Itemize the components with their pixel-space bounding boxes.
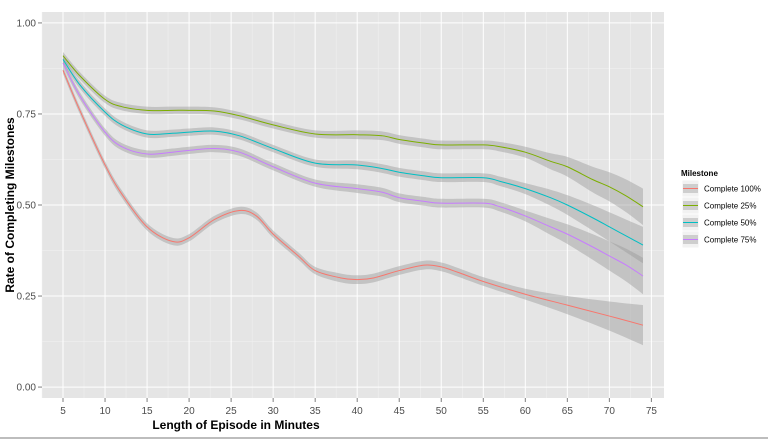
series-line-3 bbox=[62, 59, 644, 246]
legend: Milestone Complete 100%Complete 25%Compl… bbox=[681, 169, 761, 249]
x-tick-label: 65 bbox=[562, 406, 574, 417]
y-tick-label: 0.50 bbox=[17, 201, 37, 212]
x-tick-label: 75 bbox=[646, 406, 658, 417]
confidence-bands bbox=[63, 52, 643, 346]
x-tick-label: 45 bbox=[394, 406, 406, 417]
x-tick-label: 50 bbox=[436, 406, 448, 417]
series-line-2 bbox=[62, 55, 644, 208]
series-lines bbox=[62, 55, 644, 326]
axes: 5 10 15 20 25 30 35 40 45 50 55 60 65 70 75 0.00 0.25 0.5… bbox=[17, 18, 658, 417]
x-tick-label: 25 bbox=[226, 406, 238, 417]
series-line-1 bbox=[62, 70, 644, 326]
series-line-4 bbox=[62, 62, 644, 277]
x-tick-label: 20 bbox=[184, 406, 196, 417]
x-tick-label: 30 bbox=[268, 406, 280, 417]
legend-label: Complete 100% bbox=[704, 185, 761, 194]
confidence-band-2 bbox=[63, 52, 643, 226]
y-axis-title: Rate of Completing Milestones bbox=[3, 117, 17, 293]
plot-panel bbox=[41, 12, 664, 398]
legend-label: Complete 75% bbox=[704, 236, 756, 245]
x-tick-label: 40 bbox=[352, 406, 364, 417]
x-tick-label: 60 bbox=[520, 406, 532, 417]
legend-label: Complete 50% bbox=[704, 219, 756, 228]
x-axis-title: Length of Episode in Minutes bbox=[152, 418, 320, 432]
y-tick-label: 1.00 bbox=[17, 18, 37, 29]
confidence-band-1 bbox=[63, 66, 643, 346]
legend-title: Milestone bbox=[681, 169, 718, 178]
y-tick-label: 0.25 bbox=[17, 292, 37, 303]
y-tick-label: 0.75 bbox=[17, 109, 37, 120]
x-tick-label: 35 bbox=[310, 406, 322, 417]
y-tick-label: 0.00 bbox=[17, 383, 37, 394]
x-tick-label: 10 bbox=[99, 406, 111, 417]
legend-label: Complete 25% bbox=[704, 202, 756, 211]
bottom-divider bbox=[0, 437, 768, 439]
x-tick-label: 15 bbox=[142, 406, 154, 417]
x-tick-label: 5 bbox=[60, 406, 66, 417]
legend-keys: Complete 100% Complete 25% Complete 50% Com… bbox=[681, 179, 761, 249]
x-tick-label: 70 bbox=[604, 406, 616, 417]
x-tick-label: 55 bbox=[478, 406, 490, 417]
